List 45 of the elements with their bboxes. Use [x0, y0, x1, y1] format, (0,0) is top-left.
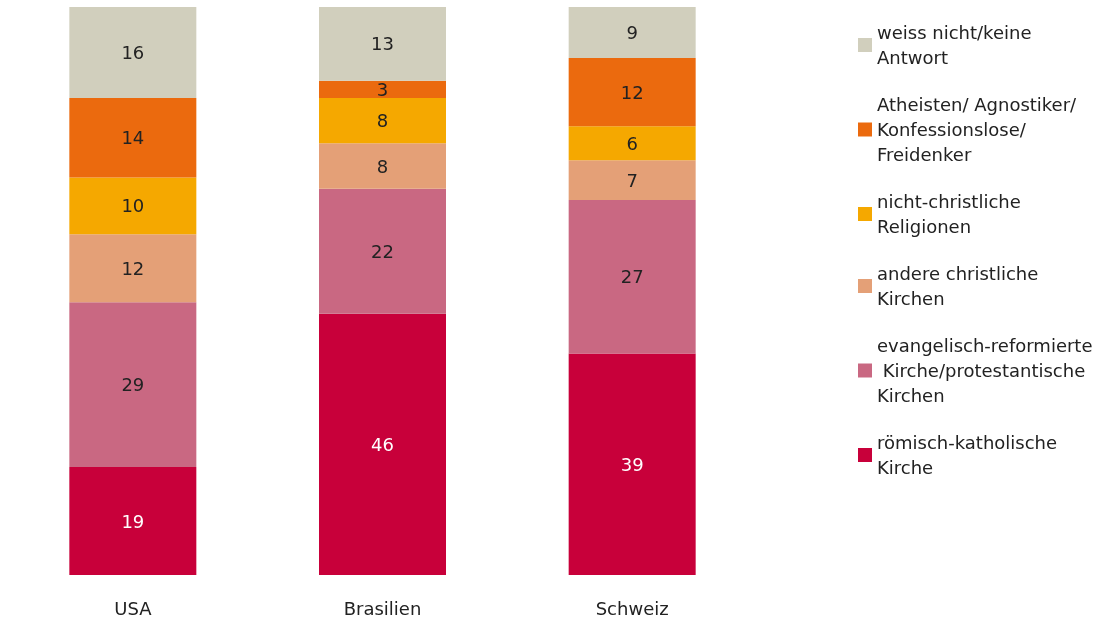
- bar: [568, 7, 696, 59]
- bar: [69, 177, 197, 235]
- data-label: 7: [626, 169, 638, 191]
- bar: [319, 143, 446, 189]
- bar: [319, 80, 446, 98]
- bar: [568, 160, 696, 201]
- data-label: 46: [371, 433, 394, 455]
- legend-label: weiss nicht/keine Antwort: [877, 22, 1038, 68]
- bar: [568, 200, 696, 354]
- x-tick-label: USA: [114, 597, 153, 619]
- x-tick-label: Brasilien: [343, 597, 422, 619]
- legend-label: Atheisten/ Agnostiker/ Konfessionslose/ Freidenker: [877, 94, 1082, 165]
- legend-label: andere christliche Kirchen: [877, 263, 1044, 309]
- data-label: 16: [121, 41, 145, 63]
- data-label: 27: [620, 266, 644, 288]
- data-label: 22: [371, 240, 394, 262]
- bar: [69, 234, 197, 303]
- bar: [69, 97, 197, 178]
- x-tick-label: Schweiz: [595, 597, 669, 619]
- data-label: 8: [376, 110, 389, 132]
- bar: [568, 58, 696, 127]
- data-label: 29: [121, 374, 145, 396]
- legend-label: evangelisch-reformierte Kirche/protestantische Kirchen: [877, 335, 1093, 406]
- bar: [319, 7, 446, 81]
- bar: [69, 7, 197, 98]
- data-label: 12: [121, 257, 145, 279]
- data-label: 12: [620, 81, 644, 103]
- data-label: 9: [626, 22, 638, 44]
- bar: [69, 467, 197, 575]
- data-label: 19: [121, 510, 145, 532]
- data-label: 10: [121, 195, 145, 217]
- bar: [568, 126, 696, 161]
- legend-label: nicht-christliche Religionen: [877, 191, 1027, 237]
- legend-label: römisch-katholische Kirche: [877, 432, 1063, 478]
- bar: [69, 302, 197, 468]
- data-label: 14: [121, 127, 145, 149]
- bar: [319, 313, 446, 575]
- data-label: 8: [376, 155, 389, 177]
- data-label: 13: [371, 33, 394, 55]
- bar: [568, 353, 696, 575]
- bar: [319, 97, 446, 144]
- data-label: 39: [620, 453, 644, 475]
- data-label: 3: [376, 78, 389, 100]
- bar: [319, 188, 446, 314]
- data-label: 6: [626, 132, 638, 154]
